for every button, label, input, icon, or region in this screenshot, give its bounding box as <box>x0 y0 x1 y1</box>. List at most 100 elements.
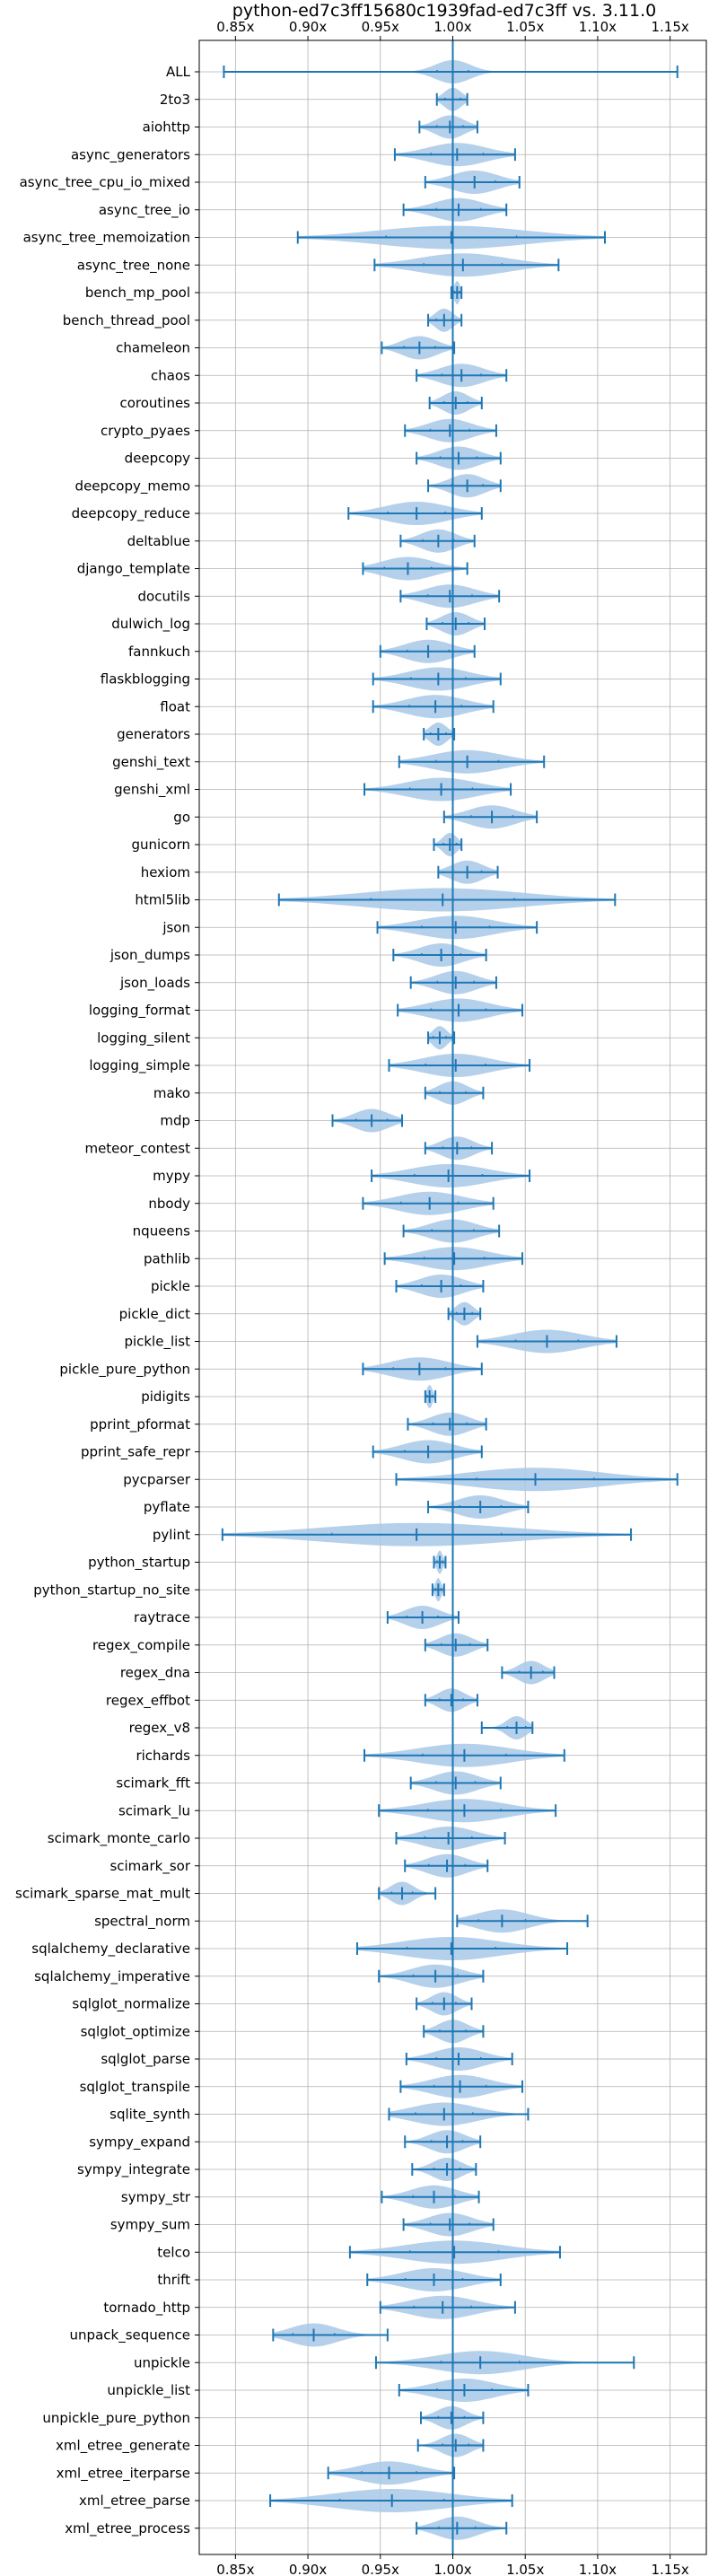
plot-frame <box>198 39 707 2555</box>
category-label: django_template <box>77 561 190 578</box>
category-label: chameleon <box>116 340 190 356</box>
category-label: gunicorn <box>131 837 190 853</box>
category-label: float <box>160 698 190 714</box>
tick-labels: 0.85x 0.85x 0.90x 0.90x 0.95x 0.95x 1.00x 1.00x… <box>216 19 689 2576</box>
category-label: unpickle_list <box>107 2382 190 2399</box>
category-label: flaskblogging <box>101 671 190 688</box>
x-tick-label-bottom: 1.10x <box>579 2562 617 2576</box>
category-label: genshi_xml <box>114 782 190 799</box>
category-label: async_tree_none <box>77 257 190 274</box>
category-label: python_startup_no_site <box>33 1582 190 1599</box>
category-label: logging_simple <box>89 1057 190 1074</box>
category-label: regex_effbot <box>106 1692 190 1709</box>
category-label: sqlite_synth <box>109 2107 190 2124</box>
category-label: aiohttp <box>143 119 190 136</box>
category-label: pyflate <box>144 1499 190 1515</box>
category-label: meteor_contest <box>84 1140 190 1157</box>
category-label: xml_etree_iterparse <box>57 2465 190 2482</box>
category-label: sympy_str <box>121 2189 191 2206</box>
category-label: json_dumps <box>109 947 190 964</box>
category-label: mypy <box>153 1168 190 1184</box>
category-label: bench_thread_pool <box>63 312 190 329</box>
x-tick-label-bottom: 1.05x <box>506 2562 544 2576</box>
category-label: regex_v8 <box>129 1720 190 1737</box>
category-label: pprint_pformat <box>90 1416 190 1433</box>
category-label: scimark_fft <box>116 1775 190 1792</box>
category-label: python_startup <box>88 1555 190 1572</box>
category-label: html5lib <box>135 892 190 908</box>
category-label: sqlalchemy_imperative <box>34 1968 190 1985</box>
category-label: logging_silent <box>97 1030 190 1047</box>
category-label: json_loads <box>119 975 190 992</box>
category-label: fannkuch <box>128 644 190 660</box>
category-label: pycparser <box>123 1471 191 1487</box>
category-label: unpickle <box>134 2354 190 2370</box>
category-label: coroutines <box>119 395 190 411</box>
x-tick-label-bottom: 0.90x <box>289 2562 327 2576</box>
category-label: scimark_sparse_mat_mult <box>15 1886 190 1903</box>
category-label: pickle <box>151 1278 190 1294</box>
category-label: sqlglot_normalize <box>72 1996 190 2013</box>
category-label: sqlglot_parse <box>101 2051 190 2068</box>
category-label: hexiom <box>141 864 190 881</box>
category-label: genshi_text <box>112 754 190 771</box>
category-label: sympy_sum <box>110 2217 190 2234</box>
category-label: sqlalchemy_declarative <box>31 1941 190 1958</box>
x-tick-label-top: 1.15x <box>652 19 689 35</box>
category-label: scimark_lu <box>118 1802 190 1819</box>
category-label: pickle_dict <box>119 1306 190 1323</box>
x-tick-label-bottom: 1.15x <box>652 2562 689 2576</box>
category-label: raytrace <box>134 1609 190 1625</box>
x-tick-label-top: 0.85x <box>216 19 254 35</box>
category-label: nbody <box>148 1196 190 1212</box>
category-label: tornado_http <box>103 2300 190 2317</box>
category-label: go <box>173 809 190 825</box>
category-label: deepcopy_reduce <box>72 505 190 522</box>
category-label: async_tree_cpu_io_mixed <box>20 174 190 191</box>
category-label: sqlglot_optimize <box>81 2023 190 2040</box>
category-label: chaos <box>151 367 190 383</box>
x-tick-label-top: 1.05x <box>506 19 544 35</box>
x-tick-label-top: 1.00x <box>433 19 471 35</box>
category-label: async_generators <box>71 146 190 163</box>
category-label: richards <box>136 1748 190 1764</box>
category-label: async_tree_memoization <box>23 230 190 247</box>
category-label: pickle_list <box>124 1334 190 1351</box>
category-label: dulwich_log <box>111 616 190 633</box>
category-label: regex_compile <box>92 1637 190 1654</box>
category-label: thrift <box>157 2272 190 2288</box>
category-label: ALL <box>166 64 191 80</box>
category-label: deltablue <box>127 533 190 549</box>
category-labels: ALL 2to3 aiohttp async_generators async_tree… <box>15 64 191 2537</box>
category-label: scimark_sor <box>109 1858 190 1875</box>
category-label: sqlglot_transpile <box>80 2079 190 2096</box>
category-label: bench_mp_pool <box>85 285 190 302</box>
category-label: crypto_pyaes <box>101 423 190 440</box>
category-label: deepcopy <box>125 451 190 467</box>
x-tick-label-top: 0.90x <box>289 19 327 35</box>
category-label: pidigits <box>141 1389 190 1405</box>
category-label: pickle_pure_python <box>59 1361 190 1378</box>
category-label: mdp <box>160 1113 190 1129</box>
category-label: json <box>162 919 190 935</box>
category-label: unpickle_pure_python <box>42 2410 190 2427</box>
category-label: sympy_integrate <box>77 2161 190 2178</box>
x-tick-label-top: 0.95x <box>362 19 399 35</box>
category-label: generators <box>117 726 190 742</box>
x-tick-label-bottom: 1.00x <box>433 2562 471 2576</box>
category-label: async_tree_io <box>99 202 190 219</box>
category-label: pylint <box>153 1527 190 1543</box>
category-label: deepcopy_memo <box>75 478 190 495</box>
x-tick-label-top: 1.10x <box>579 19 617 35</box>
category-label: pathlib <box>144 1250 190 1266</box>
category-label: logging_format <box>89 1003 190 1020</box>
chart-title: python-ed7c3ff15680c1939fad-ed7c3ff vs. … <box>232 1 656 21</box>
category-label: regex_dna <box>120 1665 190 1682</box>
category-label: scimark_monte_carlo <box>48 1830 190 1847</box>
category-label: spectral_norm <box>94 1913 190 1930</box>
category-label: xml_etree_parse <box>79 2493 190 2510</box>
category-label: 2to3 <box>160 92 190 108</box>
category-label: docutils <box>138 588 191 604</box>
x-tick-label-bottom: 0.95x <box>362 2562 399 2576</box>
